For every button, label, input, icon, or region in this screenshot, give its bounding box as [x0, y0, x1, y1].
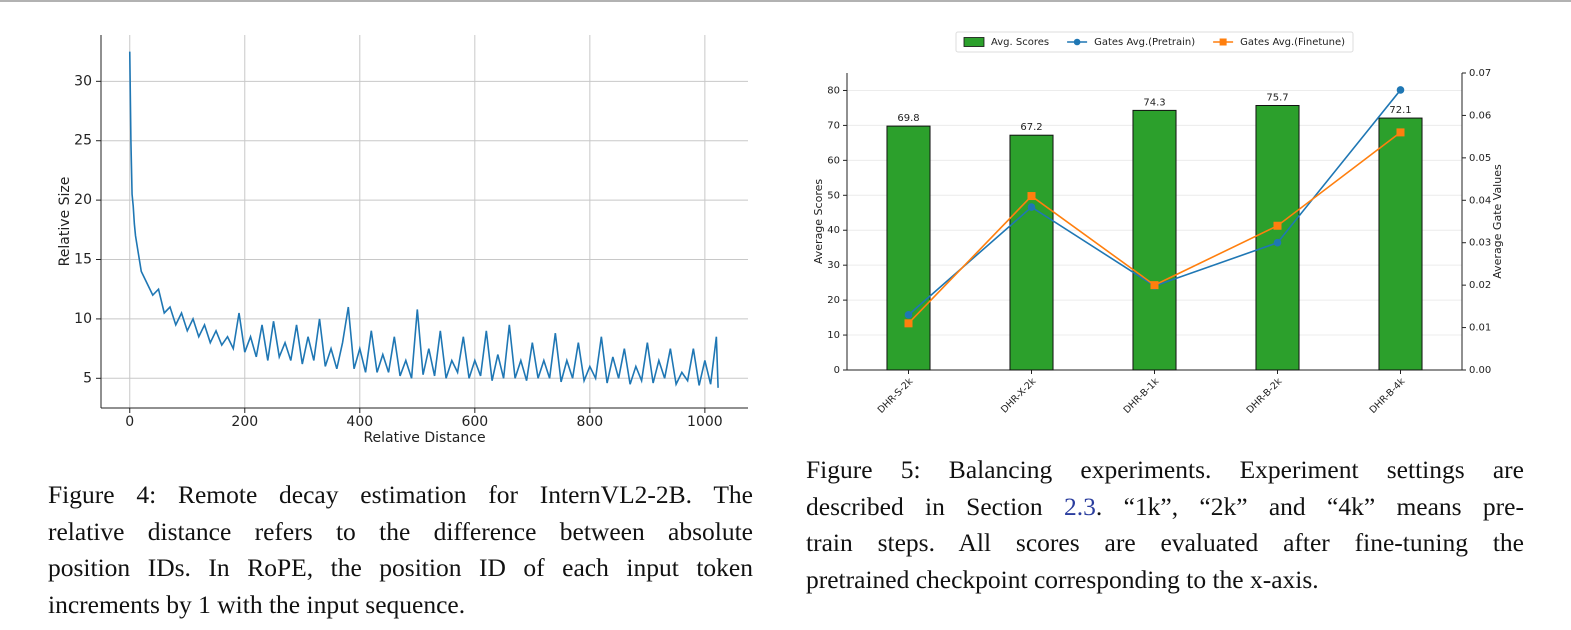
legend-marker	[1073, 38, 1081, 46]
bar-value-label: 75.7	[1266, 92, 1288, 103]
x-tick-label: 0	[125, 414, 134, 430]
point-marker	[1027, 192, 1036, 201]
y-tick-label: 40	[827, 225, 840, 236]
y-tick-label: 25	[74, 133, 92, 149]
y2-tick-label: 0.05	[1469, 153, 1491, 164]
bar	[1378, 117, 1423, 371]
point-marker	[1396, 128, 1405, 137]
y-tick-label: 30	[74, 73, 92, 89]
point-marker	[1396, 86, 1405, 94]
y-tick-label: 10	[74, 311, 92, 327]
caption-figure-5: Figure 5: Balancing experiments. Experim…	[806, 452, 1524, 598]
x-tick-label: DHR-X-2k	[999, 376, 1039, 416]
x-tick-label: DHR-B-4k	[1368, 376, 1408, 416]
y-tick-label: 60	[827, 155, 840, 166]
bar	[1132, 109, 1177, 371]
legend-label: Gates Avg.(Finetune)	[1240, 37, 1345, 48]
caption-line: relative distance refers to the differen…	[48, 516, 753, 546]
caption-line: Figure 4: Remote decay estimation for In…	[48, 480, 753, 509]
y2-tick-label: 0.01	[1469, 323, 1491, 334]
data-line	[128, 51, 719, 388]
caption-line: Figure 5: Balancing experiments. Experim…	[806, 455, 1524, 484]
legend-label: Gates Avg.(Pretrain)	[1094, 37, 1195, 48]
y-axis-label: Average Scores	[812, 179, 825, 264]
y2-tick-label: 0.07	[1469, 68, 1491, 79]
y-tick-label: 70	[827, 120, 840, 131]
x-tick-label: 1000	[687, 414, 723, 430]
y2-tick-label: 0.04	[1469, 195, 1491, 206]
caption-line: position IDs. In RoPE, the position ID o…	[48, 553, 753, 582]
point-marker	[1150, 281, 1159, 290]
y2-tick-label: 0.03	[1469, 238, 1491, 249]
point-marker	[1273, 238, 1282, 247]
x-tick-label: 800	[576, 414, 603, 430]
caption-text: described in Section	[806, 491, 1064, 521]
bar	[1255, 104, 1300, 371]
y-tick-label: 0	[834, 365, 840, 376]
y-tick-label: 30	[827, 260, 840, 271]
caption-line: increments by 1 with the input sequence.	[48, 589, 466, 619]
y-tick-label: 10	[827, 330, 840, 341]
y2-axis-label: Average Gate Values	[1491, 164, 1504, 279]
x-tick-label: 200	[231, 414, 258, 430]
bar-value-label: 69.8	[897, 113, 919, 124]
caption-figure-4: Figure 4: Remote decay estimation for In…	[48, 477, 753, 623]
point-marker	[1027, 203, 1036, 211]
caption-line: pretrained checkpoint corresponding to t…	[806, 564, 1319, 594]
point-marker	[904, 319, 913, 328]
y-tick-label: 20	[74, 192, 92, 208]
y-tick-label: 50	[827, 190, 840, 201]
section-link[interactable]: 2.3	[1064, 491, 1096, 521]
y-tick-label: 80	[827, 85, 840, 96]
legend-swatch	[963, 37, 985, 47]
bar	[886, 125, 931, 371]
x-tick-label: 400	[346, 414, 373, 430]
y2-tick-label: 0.02	[1469, 280, 1491, 291]
x-tick-label: DHR-B-2k	[1245, 376, 1285, 416]
x-tick-label: 600	[461, 414, 488, 430]
y-tick-label: 5	[83, 370, 92, 386]
point-marker	[904, 311, 913, 319]
legend-frame	[955, 31, 1354, 53]
caption-text: . “1k”, “2k” and “4k” means pre-	[1095, 491, 1524, 521]
x-tick-label: DHR-B-1k	[1122, 376, 1162, 416]
x-tick-label: DHR-S-2k	[876, 376, 916, 416]
bar-value-label: 74.3	[1143, 97, 1165, 108]
x-axis-label: Relative Distance	[363, 430, 485, 446]
y2-tick-label: 0.06	[1469, 110, 1491, 121]
caption-line: train steps. All scores are evaluated af…	[806, 528, 1524, 557]
bar-value-label: 72.1	[1389, 105, 1411, 116]
y-tick-label: 20	[827, 295, 840, 306]
y2-tick-label: 0.00	[1469, 365, 1491, 376]
y-axis-label: Relative Size	[57, 177, 73, 267]
bar-value-label: 67.2	[1020, 122, 1042, 133]
legend-marker	[1219, 38, 1227, 46]
caption-line: described in Section 2.3. “1k”, “2k” and…	[806, 489, 1524, 526]
point-marker	[1273, 221, 1282, 230]
legend-label: Avg. Scores	[991, 37, 1049, 48]
bar	[1009, 134, 1054, 371]
legend: Avg. Scores Gates Avg.(Pretrain) Gates Avg…	[955, 31, 1354, 53]
y-tick-label: 15	[74, 252, 92, 268]
